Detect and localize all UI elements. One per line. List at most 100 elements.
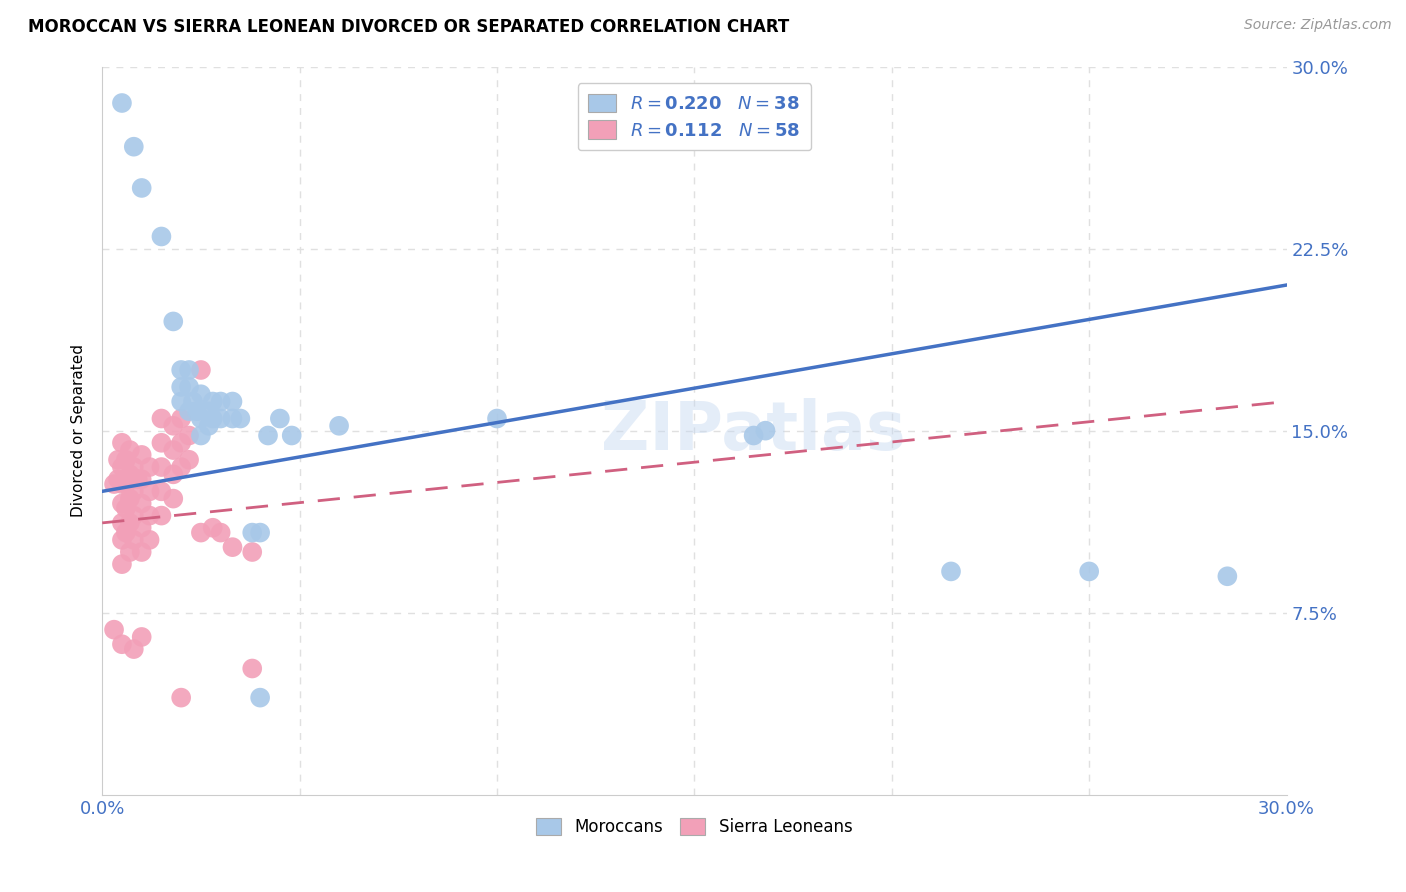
Point <box>190 411 212 425</box>
Point <box>131 630 153 644</box>
Point <box>170 690 193 705</box>
Point <box>1216 569 1239 583</box>
Point <box>201 411 224 425</box>
Point <box>190 428 212 442</box>
Point <box>150 508 173 523</box>
Point <box>190 363 212 377</box>
Point <box>122 139 145 153</box>
Point <box>198 404 221 418</box>
Point <box>177 404 200 418</box>
Point <box>201 521 224 535</box>
Point <box>190 525 212 540</box>
Point <box>103 623 125 637</box>
Point <box>257 428 280 442</box>
Point <box>190 387 212 401</box>
Point <box>177 428 200 442</box>
Point <box>181 394 204 409</box>
Point <box>1078 565 1101 579</box>
Point <box>107 452 129 467</box>
Point <box>240 525 263 540</box>
Point <box>122 508 145 523</box>
Point <box>111 477 134 491</box>
Point <box>111 460 134 475</box>
Point <box>127 472 149 486</box>
Point <box>118 491 141 506</box>
Point <box>170 394 193 409</box>
Point <box>162 491 184 506</box>
Point <box>122 533 145 547</box>
Point <box>111 557 134 571</box>
Point <box>162 418 184 433</box>
Point <box>209 394 232 409</box>
Point <box>131 472 153 486</box>
Point <box>485 411 508 425</box>
Point <box>118 516 141 530</box>
Point <box>150 484 173 499</box>
Point <box>249 525 271 540</box>
Point <box>107 472 129 486</box>
Point <box>131 545 153 559</box>
Point <box>111 496 134 510</box>
Point <box>150 411 173 425</box>
Point <box>280 428 302 442</box>
Point <box>170 363 193 377</box>
Point <box>939 565 962 579</box>
Point <box>170 460 193 475</box>
Point <box>118 545 141 559</box>
Point <box>177 363 200 377</box>
Point <box>170 435 193 450</box>
Point <box>221 394 243 409</box>
Point <box>111 637 134 651</box>
Point <box>162 314 184 328</box>
Point <box>209 411 232 425</box>
Point <box>131 496 153 510</box>
Point <box>229 411 252 425</box>
Point <box>122 484 145 499</box>
Legend: Moroccans, Sierra Leoneans: Moroccans, Sierra Leoneans <box>529 810 860 845</box>
Point <box>170 380 193 394</box>
Point <box>198 418 221 433</box>
Point <box>115 477 138 491</box>
Text: Source: ZipAtlas.com: Source: ZipAtlas.com <box>1244 18 1392 32</box>
Point <box>111 516 134 530</box>
Point <box>115 452 138 467</box>
Point <box>138 533 160 547</box>
Text: ZIPatlas: ZIPatlas <box>602 398 905 464</box>
Text: MOROCCAN VS SIERRA LEONEAN DIVORCED OR SEPARATED CORRELATION CHART: MOROCCAN VS SIERRA LEONEAN DIVORCED OR S… <box>28 18 789 36</box>
Point <box>138 508 160 523</box>
Point <box>103 477 125 491</box>
Point <box>162 467 184 482</box>
Point <box>122 460 145 475</box>
Point <box>131 448 153 462</box>
Point <box>111 95 134 110</box>
Point <box>269 411 291 425</box>
Point <box>249 690 271 705</box>
Point <box>240 545 263 559</box>
Point <box>201 394 224 409</box>
Point <box>221 411 243 425</box>
Point <box>118 443 141 458</box>
Point <box>131 521 153 535</box>
Point <box>115 525 138 540</box>
Point <box>177 380 200 394</box>
Point <box>240 661 263 675</box>
Point <box>122 642 145 657</box>
Point <box>162 443 184 458</box>
Point <box>186 404 208 418</box>
Y-axis label: Divorced or Separated: Divorced or Separated <box>72 344 86 517</box>
Point <box>131 181 153 195</box>
Point <box>328 418 350 433</box>
Point <box>111 533 134 547</box>
Point <box>150 435 173 450</box>
Point <box>150 229 173 244</box>
Point <box>209 525 232 540</box>
Point <box>221 540 243 554</box>
Point <box>138 460 160 475</box>
Point <box>177 452 200 467</box>
Point <box>150 460 173 475</box>
Point <box>138 484 160 499</box>
Point <box>118 467 141 482</box>
Point <box>115 501 138 516</box>
Point <box>111 435 134 450</box>
Point <box>742 428 765 442</box>
